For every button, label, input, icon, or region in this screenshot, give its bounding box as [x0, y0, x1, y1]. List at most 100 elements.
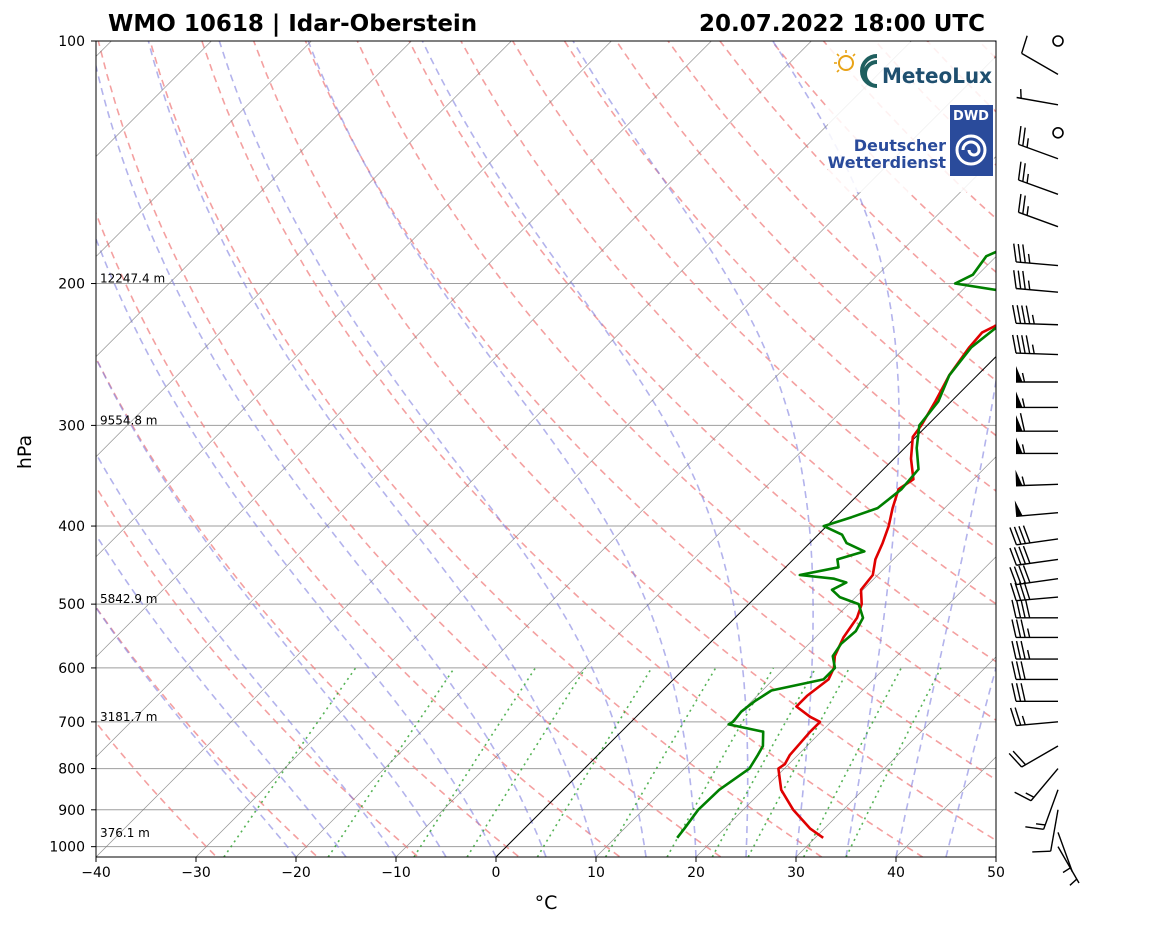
- height-label: 3181.7 m: [100, 710, 158, 724]
- barb-flag: [1023, 163, 1025, 181]
- calm-circle: [1053, 128, 1063, 138]
- barb-staff: [1019, 212, 1058, 226]
- barb-flag: [1026, 306, 1029, 324]
- isobar-grid: [96, 284, 996, 847]
- barb-half-flag: [1022, 477, 1024, 486]
- barb-staff: [1051, 810, 1058, 851]
- x-tick-label: 0: [492, 865, 501, 881]
- y-tick-label: 200: [58, 277, 85, 293]
- mixing-ratio-line: [846, 668, 941, 857]
- chart-title-station: WMO 10618 | Idar-Oberstein: [108, 11, 477, 37]
- wind-barb: [1012, 619, 1058, 637]
- meteolux-logo-text: MeteoLux: [882, 64, 992, 88]
- mixing-ratio-line: [606, 668, 716, 857]
- wind-barb: [1019, 194, 1058, 227]
- barb-flag: [1012, 619, 1016, 637]
- mixing-ratio-line: [414, 668, 535, 857]
- barb-flag: [1021, 661, 1025, 679]
- barb-half-flag: [1028, 650, 1030, 659]
- barb-flag: [1025, 827, 1043, 829]
- isotherm-line: [0, 41, 611, 857]
- y-tick-label: 300: [58, 418, 85, 434]
- barb-flag: [1017, 661, 1021, 679]
- moist-adiabat: [573, 41, 813, 857]
- barb-flag: [1015, 792, 1031, 801]
- barb-half-flag: [1036, 824, 1045, 825]
- barb-staff: [1017, 97, 1058, 104]
- wind-barb: [1011, 708, 1058, 726]
- barb-flag: [1019, 126, 1021, 144]
- wind-barb: [1009, 746, 1058, 767]
- x-tick-label: 30: [787, 865, 805, 881]
- barb-half-flag: [1029, 254, 1030, 263]
- barb-staff: [1016, 539, 1058, 545]
- barb-half-flag: [1026, 793, 1034, 797]
- barb-flag: [1013, 751, 1025, 765]
- isotherm-line: [96, 41, 911, 857]
- chart-title-datetime: 20.07.2022 18:00 UTC: [699, 11, 985, 37]
- dry-adiabat: [306, 41, 1137, 864]
- barb-half-flag: [1027, 138, 1028, 147]
- barb-flag: [1021, 683, 1025, 701]
- dry-adiabat: [979, 41, 1160, 864]
- barb-flag: [1021, 600, 1025, 618]
- barb-flag: [1012, 600, 1016, 618]
- barb-half-flag: [1063, 868, 1071, 873]
- wind-barb: [1013, 335, 1058, 355]
- barb-flag: [1026, 600, 1030, 618]
- barb-staff: [1016, 579, 1058, 585]
- wind-barb: [1010, 546, 1058, 565]
- barb-flag: [1009, 753, 1021, 767]
- height-label: 5842.9 m: [100, 592, 158, 606]
- wind-barb: [1012, 641, 1058, 659]
- barb-flag: [1026, 335, 1029, 353]
- barb-flag: [1018, 244, 1020, 262]
- y-tick-label: 100: [58, 34, 85, 50]
- wind-barb: [1016, 437, 1058, 453]
- dwd-logo-line2: Wetterdienst: [828, 153, 947, 172]
- barb-flag: [1020, 582, 1026, 600]
- height-label: 12247.4 m: [100, 272, 165, 286]
- x-tick-label: −10: [381, 865, 411, 881]
- dwd-logo-box-text: DWD: [953, 109, 989, 124]
- barb-staff: [1016, 597, 1058, 601]
- barb-flag: [1017, 305, 1020, 323]
- barb-staff: [1031, 769, 1058, 801]
- barb-flag: [1011, 708, 1017, 726]
- barb-flag: [1012, 683, 1016, 701]
- wind-barb: [1058, 847, 1079, 886]
- barb-pennant: [1015, 500, 1023, 516]
- wind-barb: [1010, 526, 1058, 545]
- barb-flag: [1015, 583, 1021, 601]
- barb-pennant: [1015, 470, 1022, 486]
- moist-adiabat: [148, 41, 596, 857]
- barb-staff: [1016, 722, 1058, 726]
- barb-half-flag: [1023, 373, 1025, 382]
- barb-flag: [1021, 619, 1025, 637]
- barb-flag: [1011, 583, 1017, 601]
- mixing-ratio-line: [224, 668, 356, 857]
- barb-half-flag: [1070, 879, 1077, 885]
- wind-barb: [1014, 244, 1058, 266]
- barb-staff: [1058, 847, 1079, 883]
- barb-staff: [1016, 559, 1058, 565]
- barb-staff: [1016, 484, 1058, 485]
- wind-barb: [1015, 470, 1058, 486]
- wind-barbs: [1009, 36, 1079, 886]
- wind-barb: [1019, 126, 1058, 159]
- barb-half-flag: [1023, 444, 1025, 453]
- barb-flag: [1023, 128, 1025, 146]
- y-tick-label: 600: [58, 661, 85, 677]
- mixing-ratio-lines: [224, 668, 941, 857]
- wind-barb: [1016, 366, 1058, 382]
- y-tick-label: 1000: [49, 840, 85, 856]
- barb-flag: [1018, 271, 1020, 289]
- moist-adiabat: [0, 41, 296, 857]
- moist-adiabat: [0, 41, 346, 857]
- barb-flag: [1014, 244, 1016, 262]
- y-tick-label: 500: [58, 597, 85, 613]
- wind-barb: [1012, 600, 1058, 618]
- x-axis-label: °C: [535, 892, 558, 914]
- barb-staff: [1019, 180, 1058, 194]
